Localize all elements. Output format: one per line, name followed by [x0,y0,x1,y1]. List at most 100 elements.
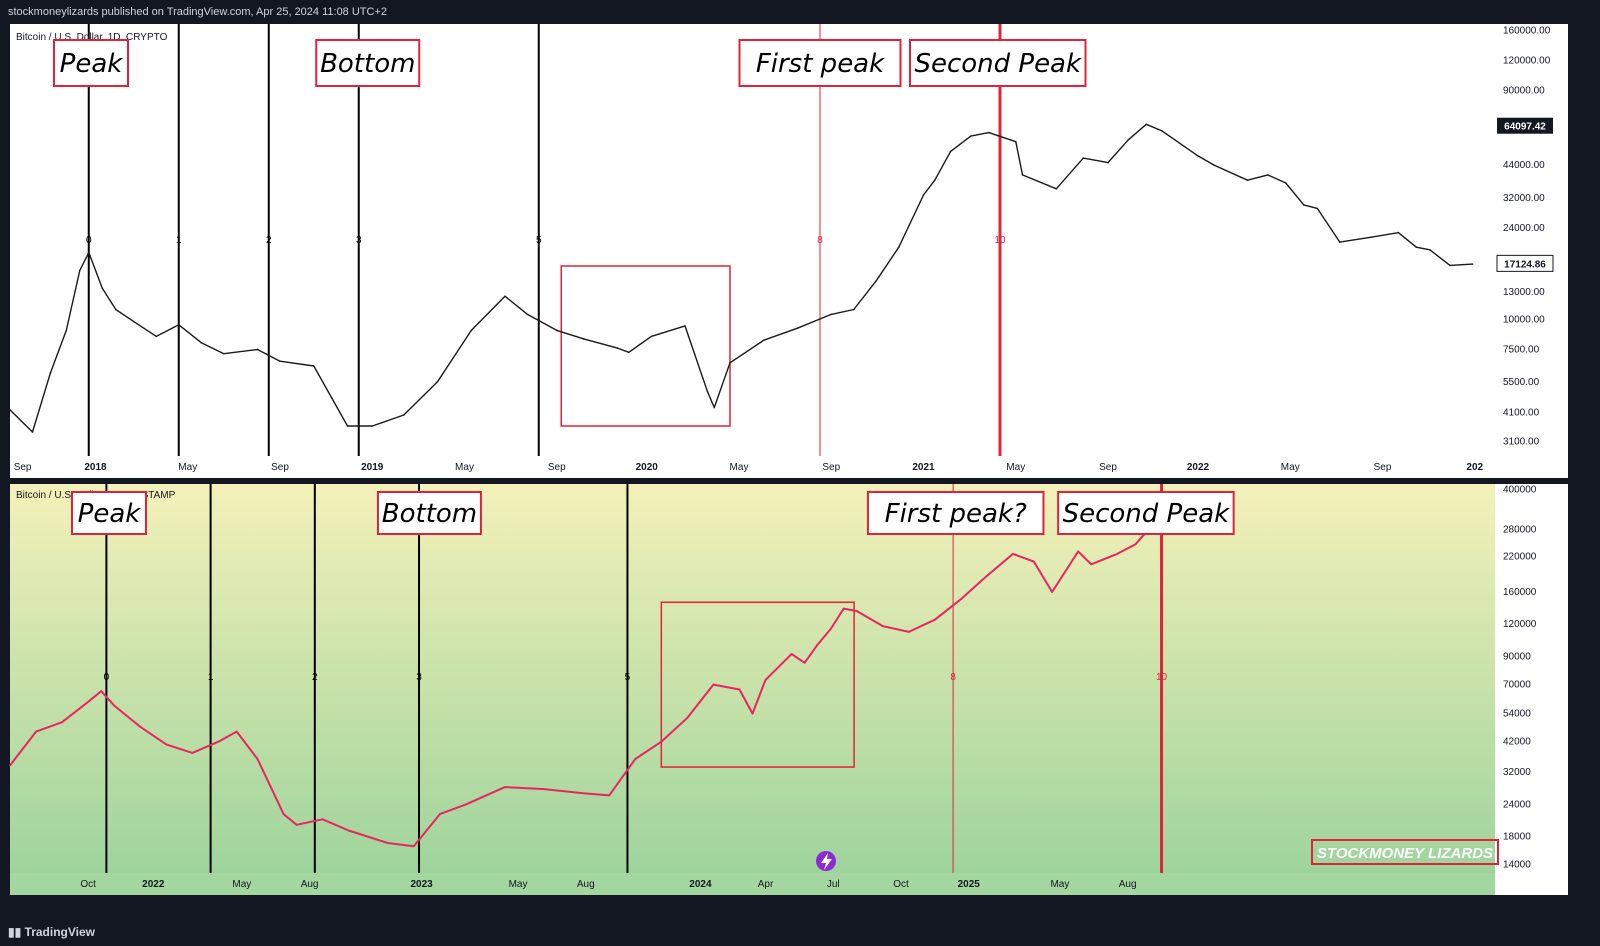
price-point [934,618,936,621]
event-label: 0 [104,672,110,683]
price-point [969,135,972,137]
price-marker [1497,117,1553,134]
annotation-text: Peak [60,49,124,79]
price-tick-label: 4100.00 [1503,407,1540,418]
chart-title: Bitcoin / U.S. Dollar, 1D, CRYPTO [16,32,168,43]
price-point [875,279,878,282]
price-tick-label: 7500.00 [1503,344,1540,355]
price-point [960,598,962,601]
time-tick-label: Sep [271,462,289,473]
price-point [87,251,90,254]
event-label: 8 [817,235,823,246]
price-point [113,704,116,707]
event-label: 3 [356,235,362,246]
price-tick-label: 160000 [1503,587,1537,598]
price-tick-label: 90000.00 [1503,85,1545,96]
tradingview-logo[interactable]: ▮▮ TradingView [8,925,95,939]
time-tick-label: Sep [822,462,840,473]
annotation-text: Peak [78,499,142,529]
time-tick-label: 2022 [1187,462,1210,473]
plot-area [10,484,1495,873]
time-tick-label: May [178,462,197,473]
price-tick-label: 10000.00 [1503,314,1545,325]
event-label: 5 [625,672,631,683]
price-point [222,352,225,355]
price-point [165,743,168,746]
price-point [1428,249,1431,251]
price-point [1370,236,1373,239]
time-tick-label: Aug [1119,879,1137,890]
time-tick-label: May [1006,462,1025,473]
price-point [1077,550,1079,553]
event-label: 1 [208,672,214,683]
price-point [908,631,910,633]
price-point [987,131,990,134]
price-point [684,325,686,327]
annotation-box [1057,491,1235,535]
time-tick-label: Apr [758,879,774,890]
time-tick-label: 2018 [84,462,107,473]
price-point [855,610,858,612]
event-label: 2 [312,672,318,683]
price-point [78,269,81,272]
price-point [1316,207,1319,210]
price-point [608,794,611,797]
price-point [949,150,952,153]
annotation-text: Bottom [320,49,415,79]
plot-area [10,24,1495,456]
price-point [1012,553,1014,555]
price-point [1197,155,1199,157]
price-tick-label: 90000 [1503,651,1531,662]
price-point [402,414,405,416]
price-point [803,662,806,664]
annotation-box [53,39,129,87]
time-tick-label: 202 [1466,462,1483,473]
price-tick-label: 24000 [1503,799,1531,810]
time-tick-label: Oct [80,879,96,890]
price-point [1302,204,1305,206]
price-point [200,341,203,344]
price-tick-label: 42000 [1503,737,1531,748]
annotation-text: Second Peak [914,49,1082,79]
price-point [256,348,259,351]
tradingview-icon: ▮▮ [8,925,25,939]
price-point [729,361,731,364]
price-point [465,803,467,806]
price-point [543,788,545,790]
price-point [650,335,653,338]
price-axis [1495,484,1568,895]
time-tick-label: May [1050,879,1069,890]
price-point [1014,140,1017,143]
price-point [1284,182,1287,184]
price-point [751,712,754,715]
price-point [764,679,767,681]
watermark-text: STOCKMONEY LIZARDS [1317,845,1493,862]
watermark-box [1311,839,1499,865]
price-point [706,390,709,393]
price-point [386,842,389,844]
price-point [852,308,855,311]
price-point [1161,130,1163,132]
price-axis [1495,24,1568,478]
price-point [256,758,259,760]
price-point [191,752,194,754]
time-tick-label: Aug [577,879,595,890]
price-point [713,406,716,409]
time-axis [10,456,1495,478]
price-point [829,628,832,630]
price-point [1021,174,1024,176]
price-point [1127,139,1130,141]
highlight-box [660,601,855,768]
price-point [312,365,315,367]
price-point [100,690,102,692]
price-point [279,360,281,363]
price-point [790,653,793,655]
price-point [1055,188,1058,190]
bolt-icon-glyph [821,853,832,870]
price-point [1449,264,1451,267]
price-point [139,725,142,728]
price-point [346,425,349,427]
time-tick-label: 2019 [361,462,384,473]
price-tick-label: 44000.00 [1503,160,1545,171]
